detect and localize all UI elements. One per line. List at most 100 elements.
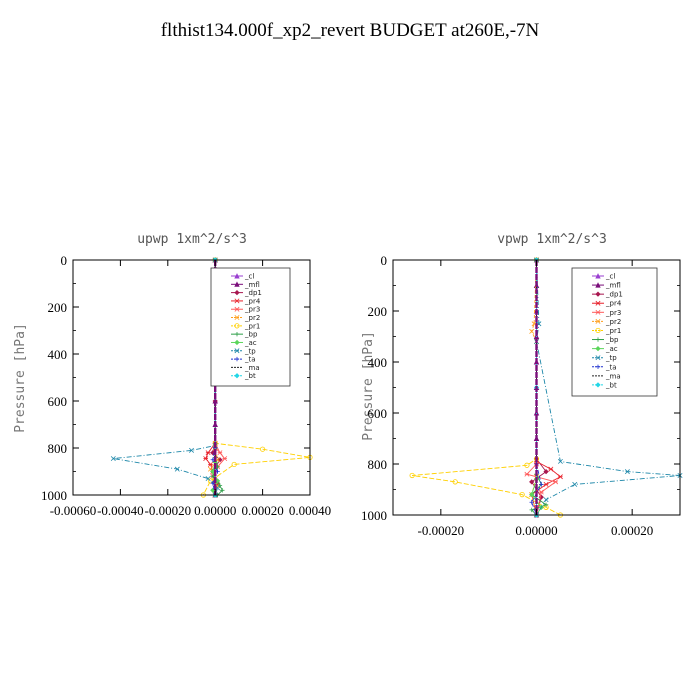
legend-marker: [234, 273, 240, 279]
y-axis-label: Pressure [hPa]: [361, 331, 376, 441]
series-point-bp: [210, 474, 216, 479]
series-point-ta: [210, 481, 216, 486]
legend-marker: [234, 356, 240, 362]
legend-marker: [234, 323, 240, 329]
series-point-bp: [220, 488, 225, 493]
x-tick-label: 0.00020: [241, 503, 283, 518]
x-tick-label: 0.00000: [515, 523, 557, 538]
series-point-tp: [205, 476, 211, 482]
series-point-pr4: [543, 481, 549, 487]
series-point-pr1: [231, 461, 237, 468]
series-point-pr1: [452, 479, 458, 485]
x-tick-label: 0.00000: [194, 503, 236, 518]
series-point-ac: [529, 491, 535, 498]
legend-marker: [595, 282, 601, 288]
series-point-bp: [543, 502, 549, 507]
legend-marker: [234, 331, 240, 337]
legend-marker: [234, 315, 240, 321]
legend-label: _tp: [605, 354, 617, 362]
series-point-pr3: [217, 450, 223, 456]
series-point-bp: [529, 507, 534, 513]
series-point-pr3: [222, 456, 228, 462]
series-point-tp: [557, 458, 563, 464]
legend-marker: [595, 291, 601, 297]
series-point-pr3: [524, 471, 530, 477]
legend-marker: [595, 300, 601, 306]
series-point-ta: [529, 500, 534, 505]
panel-upwp: upwp 1xm^2/s^3 Pressure [hPa] 0 200 400 600 80…: [13, 232, 331, 518]
legend-marker: [595, 382, 601, 388]
x-tick-label: 0.00040: [289, 503, 331, 518]
legend-marker: [234, 281, 240, 287]
y-tick-label: 400: [368, 355, 388, 370]
page-title: flthist134.000f_xp2_revert BUDGET at260E…: [160, 20, 540, 41]
series-point-ta: [539, 482, 544, 487]
panel-vpwp: vpwp 1xm^2/s^3 Pressure [hPa] 0 200 400 600 80…: [361, 232, 683, 538]
y-tick-label: 800: [48, 441, 68, 456]
y-tick-label: 600: [368, 406, 388, 421]
legend-label: _mfl: [244, 281, 260, 289]
series-point-tp: [543, 497, 549, 503]
x-tick-label: -0.00040: [97, 503, 144, 518]
series-point-tp: [174, 466, 180, 472]
series-point-pr4: [203, 456, 209, 462]
legend-label: _pr1: [244, 322, 260, 330]
legend-label: _pr2: [605, 318, 621, 326]
series-point-dp1: [529, 479, 535, 485]
series-point-pr4: [557, 474, 563, 480]
series-point-bp: [217, 483, 223, 488]
series-point-tp: [624, 469, 630, 475]
y-tick-label: 0: [61, 253, 68, 268]
legend-label: _cl: [605, 273, 615, 281]
legend-marker: [234, 289, 240, 296]
legend-marker: [595, 309, 601, 315]
legend-label: _dp1: [244, 289, 262, 297]
legend-label: _bp: [244, 331, 258, 339]
legend-label: _ta: [605, 363, 617, 371]
series-point-pr4: [548, 466, 554, 472]
legend-label: _ma: [244, 364, 260, 372]
legend-label: _mfl: [605, 282, 621, 290]
y-tick-label: 600: [48, 394, 68, 409]
legend-marker: [595, 273, 601, 279]
legend-box: [210, 267, 291, 387]
subplot-title: upwp 1xm^2/s^3: [137, 232, 247, 247]
legend-marker: [234, 339, 240, 346]
y-tick-label: 200: [48, 300, 68, 315]
legend: _cl_mfl_dp1_pr4_pr3_pr2_pr1_bp_ac_tp_ta_…: [571, 267, 658, 397]
legend-marker: [234, 306, 240, 312]
x-tick-label: -0.00020: [418, 523, 465, 538]
x-tick-label: 0.00020: [611, 523, 653, 538]
series-point-pr3: [538, 489, 544, 495]
series-point-pr1: [259, 446, 266, 452]
legend-label: _dp1: [605, 291, 623, 299]
series-point-dp1: [543, 469, 549, 475]
legend-marker: [595, 327, 601, 334]
y-axis-label: Pressure [hPa]: [13, 323, 28, 433]
legend-label: _cl: [244, 273, 254, 281]
x-tick-label: -0.00020: [145, 503, 192, 518]
legend-marker: [595, 318, 601, 324]
legend-label: _pr4: [244, 297, 261, 305]
series-point-pr4: [207, 461, 213, 467]
series-point-pr1: [409, 472, 415, 479]
series-point-pr1: [207, 478, 214, 484]
series-point-tp: [572, 481, 578, 487]
legend-label: _bp: [605, 336, 619, 344]
legend-label: _tp: [244, 347, 256, 355]
legend-label: _pr4: [605, 300, 622, 308]
x-tick-label: -0.00060: [50, 503, 97, 518]
legend-marker: [595, 345, 601, 352]
legend-marker: [234, 348, 240, 354]
legend-marker: [234, 373, 240, 379]
legend-label: _ac: [244, 339, 257, 347]
legend-label: _ac: [605, 345, 618, 353]
legend-label: _bt: [605, 381, 617, 389]
legend-label: _pr3: [605, 309, 621, 317]
legend: _cl_mfl_dp1_pr4_pr3_pr2_pr1_bp_ac_tp_ta_…: [210, 267, 291, 387]
legend-label: _pr2: [244, 314, 260, 322]
series-point-pr3: [553, 479, 559, 485]
series-point-pr1: [524, 462, 530, 468]
legend-label: _ta: [244, 356, 256, 364]
legend-box: [571, 267, 658, 397]
